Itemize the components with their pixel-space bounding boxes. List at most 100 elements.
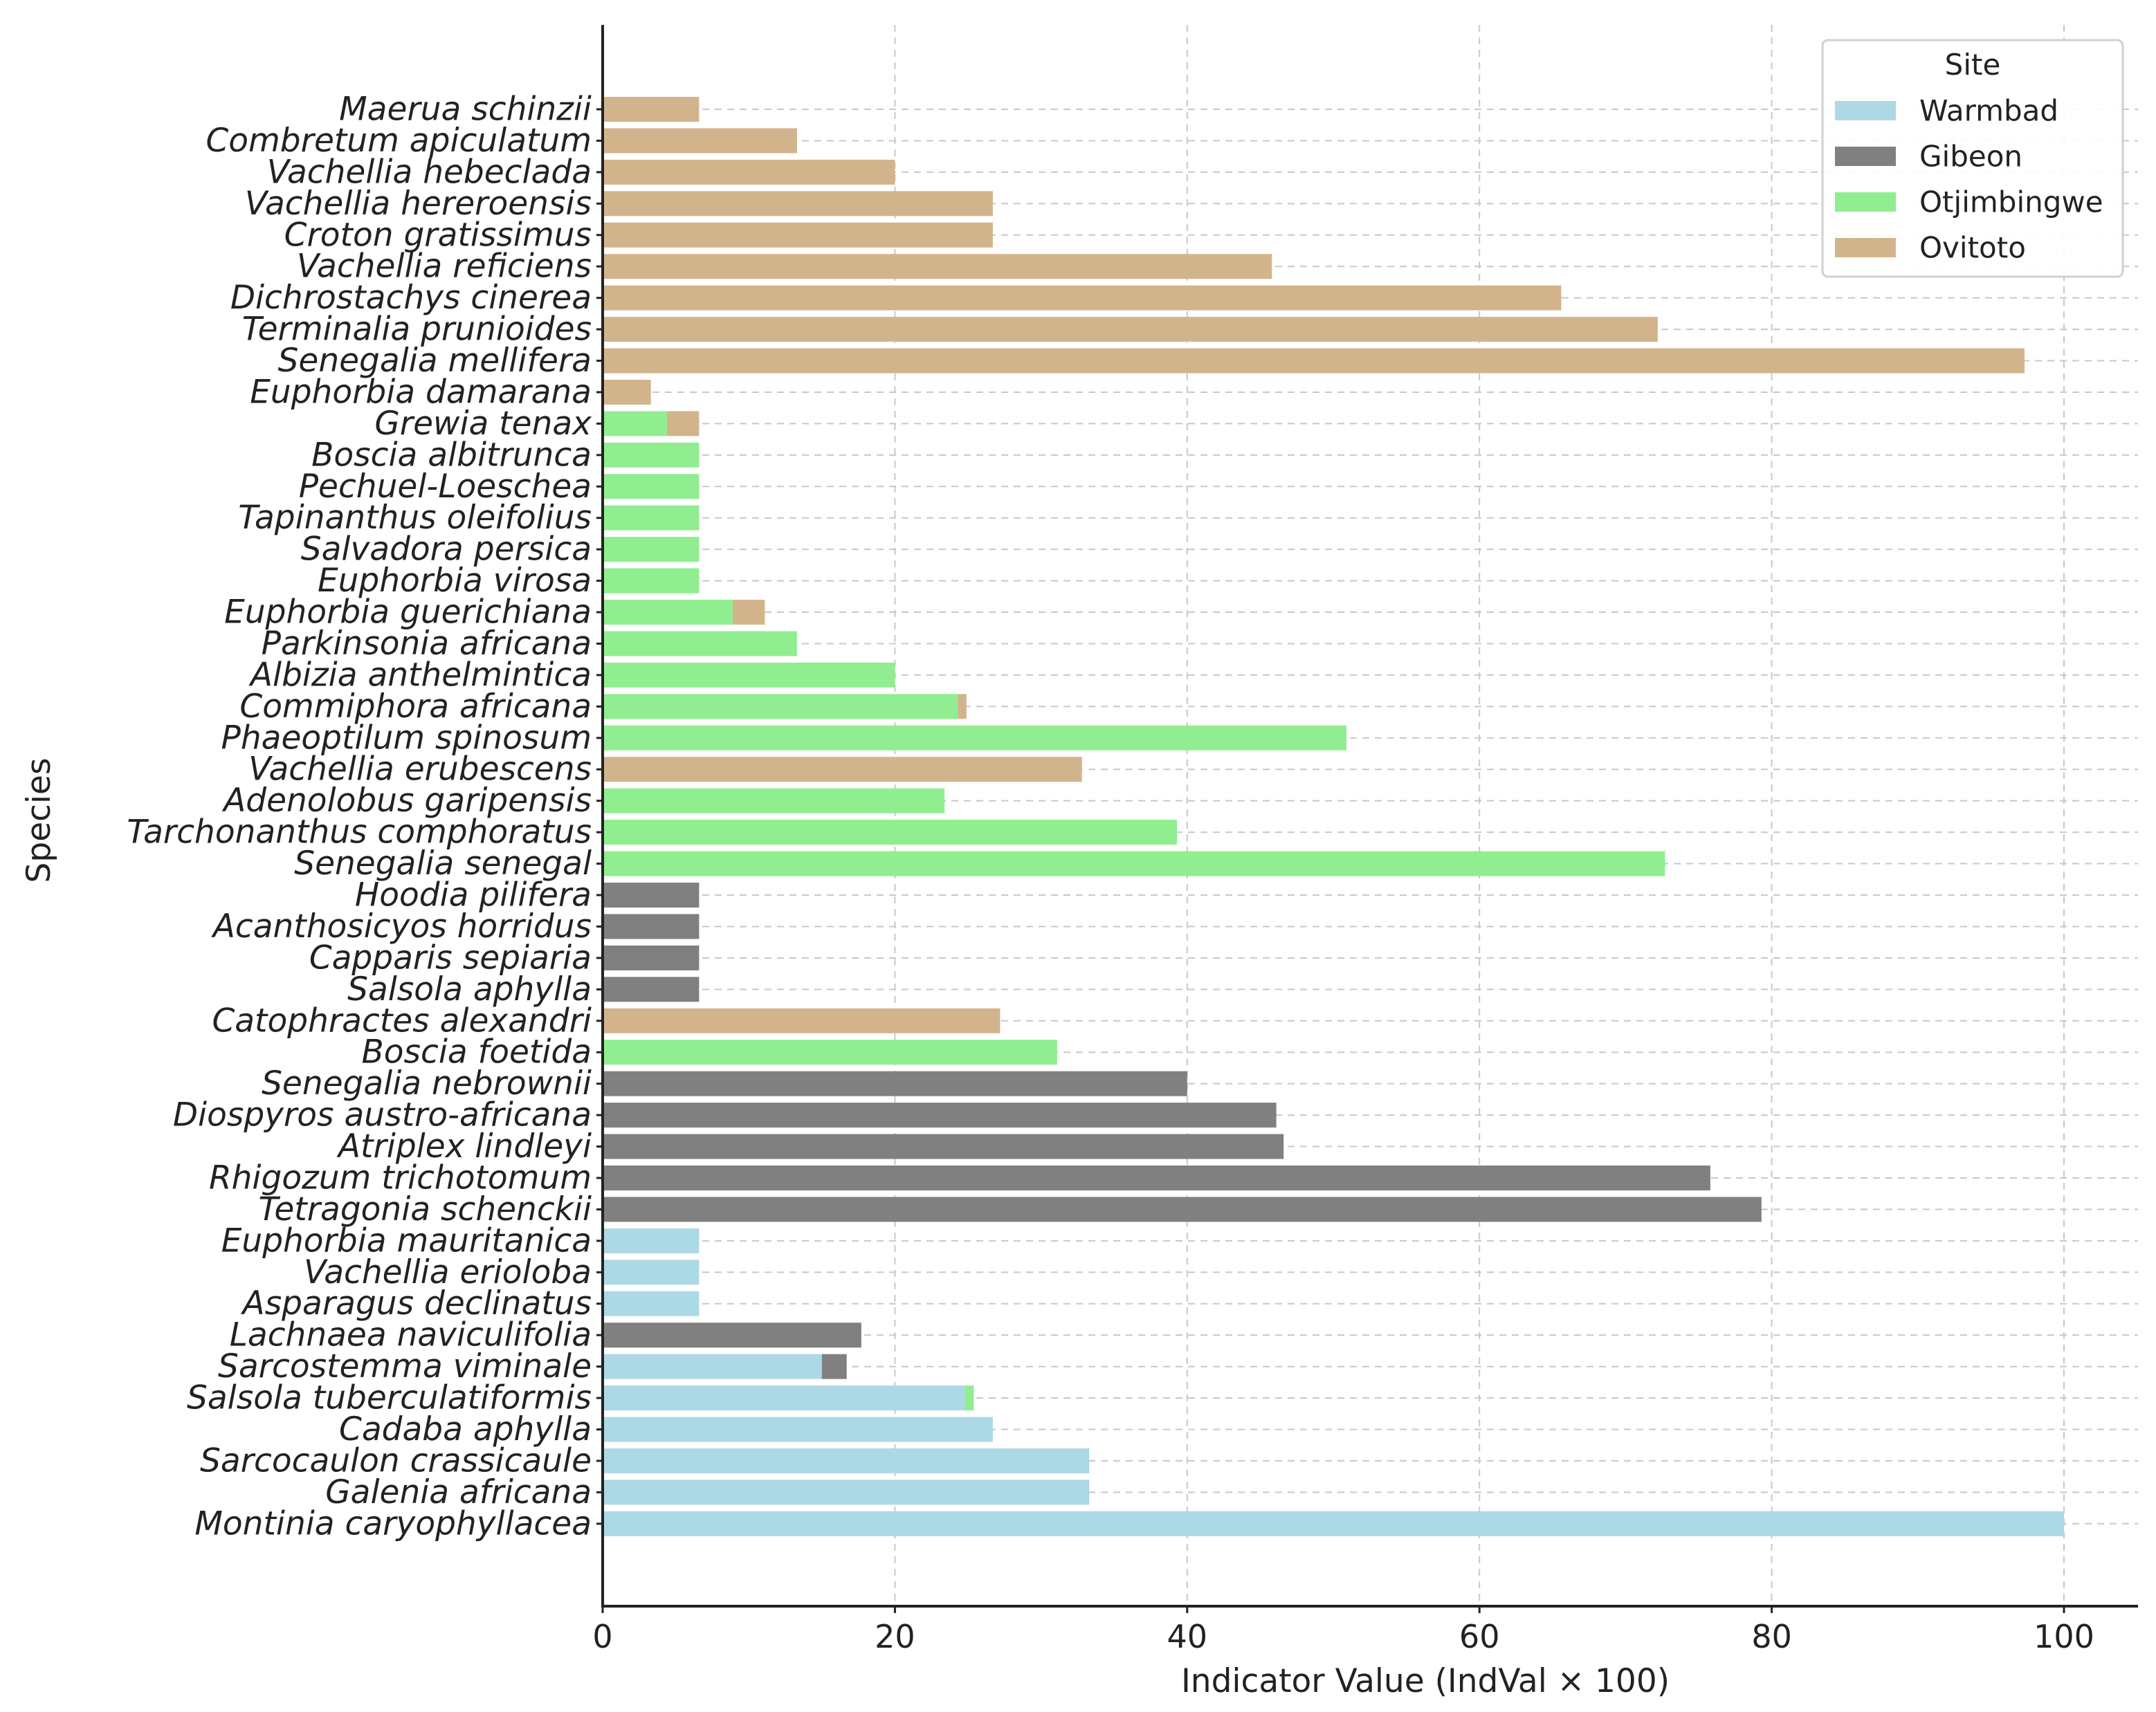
species-label-salsola-tuberculatiformis: Salsola tuberculatiformis xyxy=(187,1379,592,1417)
species-label-terminalia-prunioides: Terminalia prunioides xyxy=(242,311,592,349)
bar-otjimbingwe-euphorbia-virosa xyxy=(603,568,700,593)
species-label-maerua-schinzii: Maerua schinzii xyxy=(339,91,592,129)
legend-swatch-otjimbingwe xyxy=(1835,192,1896,212)
species-label-commiphora-africana: Commiphora africana xyxy=(239,688,592,726)
species-label-salvadora-persica: Salvadora persica xyxy=(301,531,592,569)
species-label-dichrostachys-cinerea: Dichrostachys cinerea xyxy=(230,279,592,317)
species-label-asparagus-declinatus: Asparagus declinatus xyxy=(241,1285,592,1323)
species-label-vachellia-erioloba: Vachellia erioloba xyxy=(304,1253,592,1291)
bar-warmbad-salsola-tuberculatiformis xyxy=(603,1386,965,1411)
bar-gibeon-capparis-sepiaria xyxy=(603,945,700,970)
bar-warmbad-euphorbia-mauritanica xyxy=(603,1228,700,1253)
bar-ovitoto-terminalia-prunioides xyxy=(603,317,1658,342)
species-label-vachellia-erubescens: Vachellia erubescens xyxy=(248,751,592,789)
species-label-senegalia-senegal: Senegalia senegal xyxy=(294,845,592,883)
y-axis-title: Species xyxy=(20,758,58,883)
legend-swatch-warmbad xyxy=(1835,101,1896,120)
bar-otjimbingwe-albizia-anthelmintica xyxy=(603,662,895,688)
bar-warmbad-asparagus-declinatus xyxy=(603,1291,700,1316)
species-label-tapinanthus-oleifolius: Tapinanthus oleifolius xyxy=(238,499,592,537)
x-tick-label-100: 100 xyxy=(2034,1618,2094,1655)
bar-otjimbingwe-tarchonanthus-comphoratus xyxy=(603,820,1178,845)
bar-otjimbingwe-boscia-foetida xyxy=(603,1040,1057,1065)
bar-otjimbingwe-senegalia-senegal xyxy=(603,851,1665,876)
bar-gibeon-rhigozum-trichotomum xyxy=(603,1165,1710,1190)
legend-swatch-gibeon xyxy=(1835,147,1896,166)
bar-gibeon-diospyros-austro-africana xyxy=(603,1103,1277,1128)
bar-ovitoto-dichrostachys-cinerea xyxy=(603,285,1562,311)
species-label-sarcostemma-viminale: Sarcostemma viminale xyxy=(218,1347,592,1386)
bar-gibeon-senegalia-nebrownii xyxy=(603,1071,1187,1096)
legend-frame xyxy=(1821,39,2124,278)
bar-gibeon-lachnaea-naviculifolia xyxy=(603,1323,861,1348)
species-label-parkinsonia-africana: Parkinsonia africana xyxy=(262,625,592,663)
legend-label-otjimbingwe: Otjimbingwe xyxy=(1919,185,2103,219)
species-label-tetragonia-schenckii: Tetragonia schenckii xyxy=(258,1190,592,1228)
species-label-salsola-aphylla: Salsola aphylla xyxy=(347,970,592,1009)
species-label-hoodia-pilifera: Hoodia pilifera xyxy=(355,876,592,914)
species-label-vachellia-hebeclada: Vachellia hebeclada xyxy=(267,153,592,191)
x-ticks: 0 20 40 60 80 100 xyxy=(592,1606,2094,1655)
x-tick-label-80: 80 xyxy=(1751,1618,1792,1655)
species-label-acanthosicyos-horridus: Acanthosicyos horridus xyxy=(211,908,592,946)
legend-title: Site xyxy=(1945,48,2001,82)
species-label-rhigozum-trichotomum: Rhigozum trichotomum xyxy=(209,1159,592,1197)
species-label-tarchonanthus-comphoratus: Tarchonanthus comphoratus xyxy=(127,813,592,852)
species-label-montinia-caryophyllacea: Montinia caryophyllacea xyxy=(194,1504,592,1543)
bar-otjimbingwe-parkinsonia-africana xyxy=(603,631,797,656)
bar-gibeon-salsola-aphylla xyxy=(603,977,700,1002)
bar-otjimbingwe-tapinanthus-oleifolius xyxy=(603,505,700,531)
legend-label-gibeon: Gibeon xyxy=(1919,140,2022,174)
bar-warmbad-galenia-africana xyxy=(603,1480,1090,1505)
bar-ovitoto-euphorbia-damarana xyxy=(603,379,651,405)
legend-label-ovitoto: Ovitoto xyxy=(1919,231,2026,265)
bar-gibeon-acanthosicyos-horridus xyxy=(603,914,700,939)
species-label-atriplex-lindleyi: Atriplex lindleyi xyxy=(336,1127,592,1166)
species-label-vachellia-reficiens: Vachellia reficiens xyxy=(297,248,592,286)
bar-gibeon-tetragonia-schenckii xyxy=(603,1197,1762,1222)
species-label-galenia-africana: Galenia africana xyxy=(325,1473,592,1511)
bar-ovitoto-catophractes-alexandri xyxy=(603,1008,1001,1033)
species-label-vachellia-hereroensis: Vachellia hereroensis xyxy=(245,185,592,223)
bar-otjimbingwe-commiphora-africana xyxy=(603,694,958,719)
species-label-senegalia-nebrownii: Senegalia nebrownii xyxy=(262,1065,592,1103)
axes xyxy=(601,25,2138,1608)
x-tick-label-0: 0 xyxy=(592,1618,612,1655)
legend-items: Warmbad Gibeon Otjimbingwe Ovitoto xyxy=(1835,94,2103,265)
x-axis-title: Indicator Value (IndVal × 100) xyxy=(1181,1662,1670,1700)
species-label-euphorbia-guerichiana: Euphorbia guerichiana xyxy=(224,593,592,632)
species-label-grewia-tenax: Grewia tenax xyxy=(374,405,592,443)
legend: Site Warmbad Gibeon Otjimbingwe Ovitoto xyxy=(1821,39,2124,278)
bar-ovitoto-grewia-tenax xyxy=(666,411,700,436)
x-tick-label-20: 20 xyxy=(875,1618,915,1655)
bar-ovitoto-vachellia-reficiens xyxy=(603,254,1272,279)
bar-ovitoto-vachellia-hebeclada xyxy=(603,159,895,185)
species-label-pechuel-loeschea: Pechuel-Loeschea xyxy=(299,468,592,506)
bar-otjimbingwe-grewia-tenax xyxy=(603,411,667,436)
species-label-euphorbia-damarana: Euphorbia damarana xyxy=(250,373,592,411)
species-label-cadaba-aphylla: Cadaba aphylla xyxy=(339,1410,592,1448)
bar-otjimbingwe-phaeoptilum-spinosum xyxy=(603,725,1347,751)
species-label-lachnaea-naviculifolia: Lachnaea naviculifolia xyxy=(230,1316,592,1354)
bar-otjimbingwe-boscia-albitrunca xyxy=(603,442,700,468)
bar-warmbad-sarcostemma-viminale xyxy=(603,1354,822,1379)
bar-ovitoto-commiphora-africana xyxy=(958,694,967,719)
species-label-combretum-apiculatum: Combretum apiculatum xyxy=(205,122,592,160)
bar-otjimbingwe-euphorbia-guerichiana xyxy=(603,600,733,625)
species-label-boscia-albitrunca: Boscia albitrunca xyxy=(311,436,592,474)
legend-label-warmbad: Warmbad xyxy=(1919,94,2058,128)
species-label-catophractes-alexandri: Catophractes alexandri xyxy=(212,1002,592,1040)
x-tick-label-40: 40 xyxy=(1167,1618,1208,1655)
bar-otjimbingwe-salvadora-persica xyxy=(603,537,700,562)
bar-otjimbingwe-pechuel-loeschea xyxy=(603,474,700,499)
bar-ovitoto-euphorbia-guerichiana xyxy=(732,600,765,625)
bar-warmbad-sarcocaulon-crassicaule xyxy=(603,1448,1090,1473)
bar-ovitoto-maerua-schinzii xyxy=(603,97,700,122)
bar-ovitoto-combretum-apiculatum xyxy=(603,128,797,154)
species-label-euphorbia-virosa: Euphorbia virosa xyxy=(318,562,592,600)
bar-gibeon-hoodia-pilifera xyxy=(603,883,700,908)
species-label-croton-gratissimus: Croton gratissimus xyxy=(284,216,592,254)
bar-ovitoto-croton-gratissimus xyxy=(603,222,993,248)
